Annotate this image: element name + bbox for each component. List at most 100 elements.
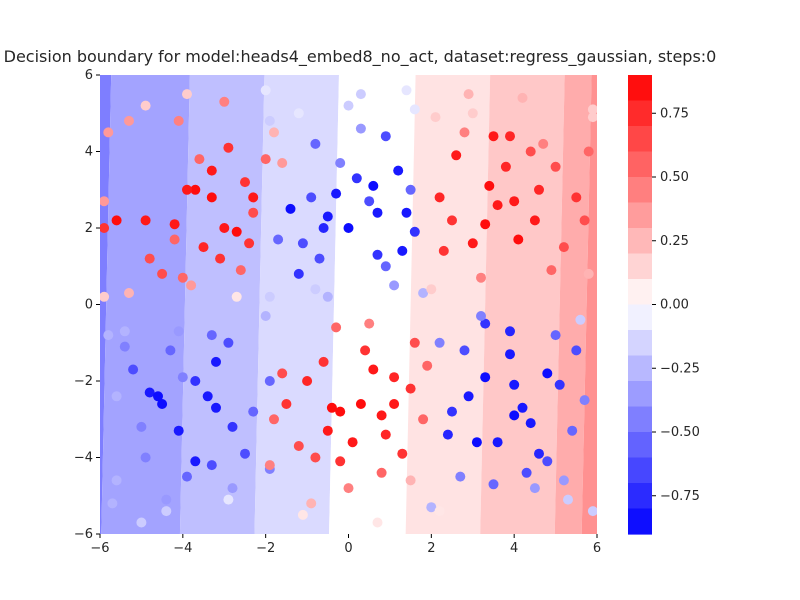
- data-point: [223, 142, 234, 153]
- data-point: [103, 127, 114, 138]
- colorbar-segment: [628, 100, 652, 127]
- scatter-points: [100, 85, 597, 528]
- data-point: [372, 207, 383, 218]
- contour-band: [329, 75, 416, 534]
- data-point: [136, 421, 147, 432]
- colorbar-tick-label: −0.25: [660, 361, 700, 376]
- data-point: [140, 215, 151, 226]
- data-point: [389, 399, 400, 409]
- colorbar-segment: [628, 330, 652, 357]
- data-point: [302, 376, 313, 386]
- data-point: [355, 89, 366, 100]
- data-point: [260, 311, 271, 321]
- data-point: [343, 100, 354, 111]
- data-point: [231, 291, 242, 302]
- colorbar-segment: [628, 432, 652, 459]
- data-point: [173, 425, 184, 436]
- data-point: [244, 238, 255, 249]
- data-point: [260, 154, 271, 165]
- data-point: [393, 165, 404, 176]
- x-tick-label: 4: [510, 541, 518, 556]
- x-tick-label: 0: [344, 541, 352, 556]
- colorbar-segment: [628, 177, 652, 204]
- data-point: [505, 326, 515, 337]
- data-point: [360, 345, 371, 356]
- colorbar-segment: [628, 202, 652, 229]
- data-point: [558, 475, 569, 486]
- colorbar-segment: [628, 253, 652, 280]
- data-point: [240, 177, 250, 188]
- colorbar: 0.75 0.50 0.25 0.00 −0.25 −0.50 −0.75: [628, 75, 700, 535]
- data-point: [476, 272, 486, 283]
- data-point: [119, 341, 130, 352]
- data-point: [293, 108, 304, 119]
- colorbar-segment: [628, 355, 652, 382]
- data-point: [550, 161, 561, 172]
- data-point: [223, 337, 234, 348]
- data-point: [186, 280, 197, 291]
- data-point: [235, 265, 246, 276]
- data-point: [558, 242, 569, 253]
- data-point: [343, 483, 354, 494]
- colorbar-segment: [628, 228, 652, 255]
- data-point: [480, 318, 491, 329]
- data-point: [190, 184, 201, 195]
- colorbar-tick-label: 0.50: [660, 170, 689, 185]
- data-point: [538, 138, 549, 149]
- data-point: [173, 115, 184, 126]
- data-point: [140, 452, 151, 463]
- contour-band: [100, 75, 112, 534]
- data-point: [269, 127, 279, 138]
- data-point: [409, 104, 420, 115]
- data-point: [517, 402, 528, 413]
- plot-axes: −6 −4 −2 0 2 4 6 −6 −4 −2 0 2 4 6: [74, 68, 601, 556]
- data-point: [397, 245, 408, 256]
- colorbar-segment: [628, 508, 652, 535]
- decision-boundary-contour: [100, 75, 597, 534]
- colorbar-tick-label: 0.25: [660, 234, 689, 249]
- data-point: [335, 456, 346, 467]
- data-point: [227, 421, 238, 432]
- data-point: [182, 184, 192, 195]
- data-point: [144, 253, 155, 264]
- data-point: [517, 92, 528, 103]
- data-point: [318, 223, 329, 233]
- data-point: [434, 192, 445, 203]
- colorbar-segment: [628, 381, 652, 408]
- data-point: [206, 330, 217, 341]
- data-point: [335, 406, 346, 417]
- data-point: [248, 207, 259, 218]
- data-point: [447, 215, 457, 226]
- data-point: [161, 494, 172, 505]
- data-point: [567, 425, 578, 436]
- data-point: [426, 284, 437, 295]
- data-point: [136, 517, 147, 528]
- data-point: [364, 196, 375, 207]
- data-point: [368, 180, 379, 191]
- data-point: [505, 131, 515, 142]
- contour-band: [101, 75, 190, 534]
- data-point: [182, 89, 192, 100]
- data-point: [198, 242, 209, 253]
- data-point: [575, 314, 586, 325]
- data-point: [405, 184, 416, 195]
- y-tick-label: −6: [74, 527, 93, 542]
- data-point: [455, 471, 466, 482]
- data-point: [306, 498, 317, 509]
- data-point: [318, 356, 329, 367]
- data-point: [509, 196, 520, 207]
- data-point: [331, 188, 342, 199]
- data-point: [177, 272, 188, 283]
- data-point: [376, 410, 387, 421]
- data-point: [563, 494, 573, 505]
- x-tick-label: 6: [593, 541, 601, 556]
- data-point: [177, 372, 188, 383]
- data-point: [260, 85, 271, 96]
- data-point: [409, 337, 420, 348]
- data-point: [190, 456, 201, 467]
- data-point: [343, 223, 354, 233]
- data-point: [273, 234, 284, 245]
- data-point: [128, 364, 139, 375]
- data-point: [211, 356, 221, 367]
